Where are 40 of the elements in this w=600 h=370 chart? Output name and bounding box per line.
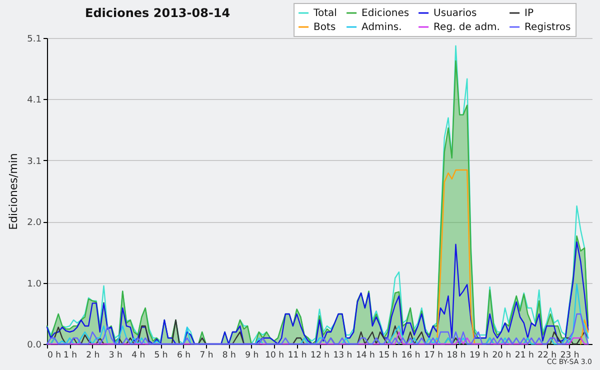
x-tick-label: 4 h	[132, 350, 146, 360]
x-tick-label: 0 h	[48, 350, 61, 360]
legend-label: Admins.	[362, 22, 402, 33]
x-tick-label: 2 h	[86, 350, 100, 360]
y-tick-label: 2.0	[27, 218, 42, 228]
y-tick-label: 4.1	[27, 96, 42, 106]
legend-label: Reg. de adm.	[434, 22, 500, 33]
x-tick-label: 18 h	[446, 350, 466, 360]
x-tick-label: 17 h	[424, 350, 443, 360]
y-tick-label: 0.0	[27, 340, 42, 350]
legend-label: Bots	[314, 22, 336, 33]
x-tick-label: 3 h	[108, 350, 122, 360]
x-tick-label: 20 h	[492, 350, 512, 360]
x-tick-label: 21 h	[514, 350, 534, 360]
x-tick-label: 5 h	[154, 350, 168, 360]
x-tick-label: 9 h	[245, 350, 259, 360]
y-tick-label: 5.1	[27, 34, 42, 44]
line-series	[46, 313, 589, 345]
x-tick-label: 12 h	[310, 350, 330, 360]
y-axis-title: Ediciones/min	[7, 153, 20, 230]
x-tick-label: 15 h	[378, 350, 398, 360]
legend-label: Ediciones	[362, 8, 410, 19]
y-tick-label: 1.0	[27, 279, 42, 290]
legend-label: Usuarios	[434, 8, 477, 19]
legend-label: Registros	[524, 22, 571, 33]
legend-label: IP	[524, 8, 534, 19]
x-tick-label: 14 h	[356, 350, 375, 360]
x-tick-label: 11 h	[288, 350, 307, 360]
line-series	[46, 241, 589, 345]
x-tick-label: 6 h	[177, 350, 190, 360]
y-tick-label: 3.1	[27, 156, 42, 167]
chart-title: Ediciones 2013-08-14	[85, 6, 230, 20]
x-tick-label: 1 h	[63, 350, 77, 360]
x-tick-label: 13 h	[333, 350, 352, 360]
x-tick-label: 19 h	[470, 350, 488, 360]
x-tick-label: 16 h	[401, 350, 420, 360]
x-tick-label: 7 h	[200, 350, 214, 360]
x-tick-label: 10 h	[265, 350, 284, 360]
legend-label: Total	[312, 8, 337, 19]
x-tick-label: 8 h	[222, 350, 236, 360]
